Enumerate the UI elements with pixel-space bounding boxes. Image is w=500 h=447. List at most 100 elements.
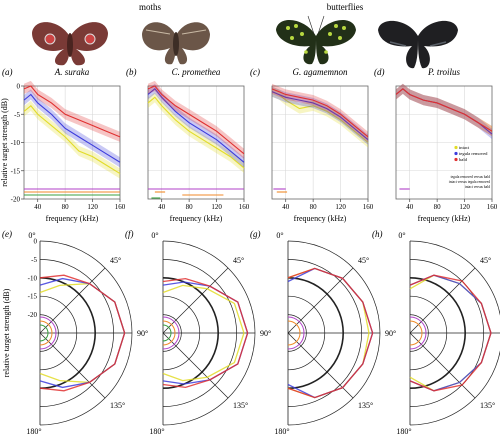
series-band	[396, 83, 492, 137]
moth-callosamia-promethea-image	[142, 22, 210, 65]
x-tick-label: 40	[158, 203, 166, 211]
series-line-bald	[147, 85, 245, 155]
series-line-intact	[271, 91, 369, 143]
species-title: P. troilus	[427, 67, 461, 77]
panel-letter: (b)	[126, 67, 137, 77]
angle-label: 0°	[28, 231, 35, 240]
series-band	[272, 83, 368, 142]
series-line-intact	[147, 96, 245, 169]
significance-arc	[409, 316, 427, 350]
polar-e: (e) 0° 45° 90° 135° 180° 0 -5 -10 -15 -20 relative …	[2, 229, 148, 436]
panel-letter: (f)	[125, 229, 134, 239]
significance-arc	[287, 316, 305, 350]
angle-label: 135°	[110, 401, 125, 410]
species-title: A. suraka	[54, 67, 90, 77]
x-axis-label: frequency (kHz)	[418, 214, 471, 223]
angle-label: 180°	[26, 427, 41, 436]
angle-label: 180°	[149, 427, 164, 436]
significance-arc	[287, 320, 301, 346]
series-band	[272, 86, 368, 145]
polar-f: (f) 0° 45° 90° 135° 180°	[125, 229, 271, 436]
significance-arc	[39, 316, 57, 350]
moth-antheraea-suraka-image	[32, 22, 108, 66]
butterfly-papilio-troilus-image	[378, 20, 458, 69]
series-line-bald	[395, 88, 493, 132]
x-tick-label: 120	[459, 203, 470, 211]
x-tick-label: 120	[211, 203, 222, 211]
y-tick-label: -5	[14, 111, 20, 119]
legend-label: bald	[459, 157, 468, 162]
series-line-bald	[271, 88, 369, 138]
significance-arc	[162, 320, 176, 346]
polar-spoke	[409, 332, 476, 399]
plot-frame	[395, 85, 493, 200]
legend-marker	[454, 151, 458, 156]
panel-letter: (e)	[2, 229, 12, 239]
plot-frame	[147, 85, 245, 200]
series-line-bald	[23, 85, 121, 138]
series-band	[148, 92, 244, 174]
polar-spoke	[287, 332, 354, 399]
polar-spoke	[287, 267, 354, 334]
panel-letter: (d)	[374, 67, 385, 77]
panel-letter: (h)	[372, 229, 383, 239]
x-tick-label: 160	[487, 203, 498, 211]
significance-legend-label: intact versus bald	[465, 185, 490, 189]
y-tick-label: -20	[11, 196, 21, 204]
significance-arc	[39, 324, 49, 342]
x-tick-label: 40	[282, 203, 290, 211]
x-tick-label: 160	[239, 203, 250, 211]
angle-label: 135°	[480, 401, 495, 410]
polar-spoke	[162, 332, 229, 399]
butterfly-graphium-agamemnon-image	[276, 15, 356, 65]
polar-spoke	[162, 267, 229, 334]
x-axis-label: frequency (kHz)	[294, 214, 347, 223]
polar-spoke	[409, 267, 476, 334]
legend-marker	[454, 145, 458, 150]
angle-label: 90°	[260, 329, 271, 338]
x-tick-label: 80	[186, 203, 194, 211]
series-line-tegula-removed	[271, 91, 369, 141]
frequency-panels: (a) A. suraka 40 80 120 160 frequency (kHz) 0 -5…	[0, 67, 498, 223]
x-tick-label: 160	[363, 203, 374, 211]
angle-label: 0°	[398, 231, 405, 240]
polar-y-axis-label: relative target strength (dB)	[2, 288, 11, 377]
group-label-moths: moths	[139, 2, 162, 12]
angle-label: 45°	[358, 256, 369, 265]
r-tick-label: 0	[34, 238, 38, 246]
species-title: G. agamemnon	[293, 67, 348, 77]
y-tick-label: -15	[11, 167, 21, 175]
angle-label: 90°	[137, 329, 148, 338]
series-line-tegula-removed	[23, 93, 121, 163]
polar-spoke	[39, 332, 106, 399]
polar-series-bald	[162, 277, 249, 389]
x-axis-label: frequency (kHz)	[46, 214, 99, 223]
x-tick-label: 40	[34, 203, 42, 211]
x-tick-label: 80	[434, 203, 442, 211]
r-tick-label: -10	[28, 274, 38, 282]
panel-d: (d) P. troilus 40 80 120 160 frequency (kHz) in…	[374, 67, 498, 223]
angle-label: 180°	[396, 427, 411, 436]
polar-series-bald	[287, 267, 374, 399]
angle-label: 45°	[480, 256, 491, 265]
y-axis-label: relative target strength (dB)	[0, 98, 9, 187]
x-tick-label: 80	[62, 203, 70, 211]
y-tick-label: -10	[11, 139, 21, 147]
y-tick-label: 0	[17, 83, 21, 91]
series-band	[148, 83, 244, 168]
polar-panels: (e) 0° 45° 90° 135° 180° 0 -5 -10 -15 -20 relative …	[2, 229, 500, 436]
angle-label: 0°	[151, 231, 158, 240]
x-tick-label: 160	[115, 203, 126, 211]
significance-arc	[162, 324, 172, 342]
significance-arc	[162, 316, 180, 350]
group-label-butterflies: butterflies	[327, 2, 364, 12]
angle-label: 180°	[274, 427, 289, 436]
r-tick-label: -15	[28, 293, 38, 301]
series-band	[272, 86, 368, 148]
significance-arc	[39, 320, 53, 346]
significance-arc	[409, 320, 423, 346]
x-axis-label: frequency (kHz)	[170, 214, 223, 223]
angle-label: 0°	[276, 231, 283, 240]
polar-h: (h) 0° 45° 90° 135° 180°	[372, 229, 500, 436]
